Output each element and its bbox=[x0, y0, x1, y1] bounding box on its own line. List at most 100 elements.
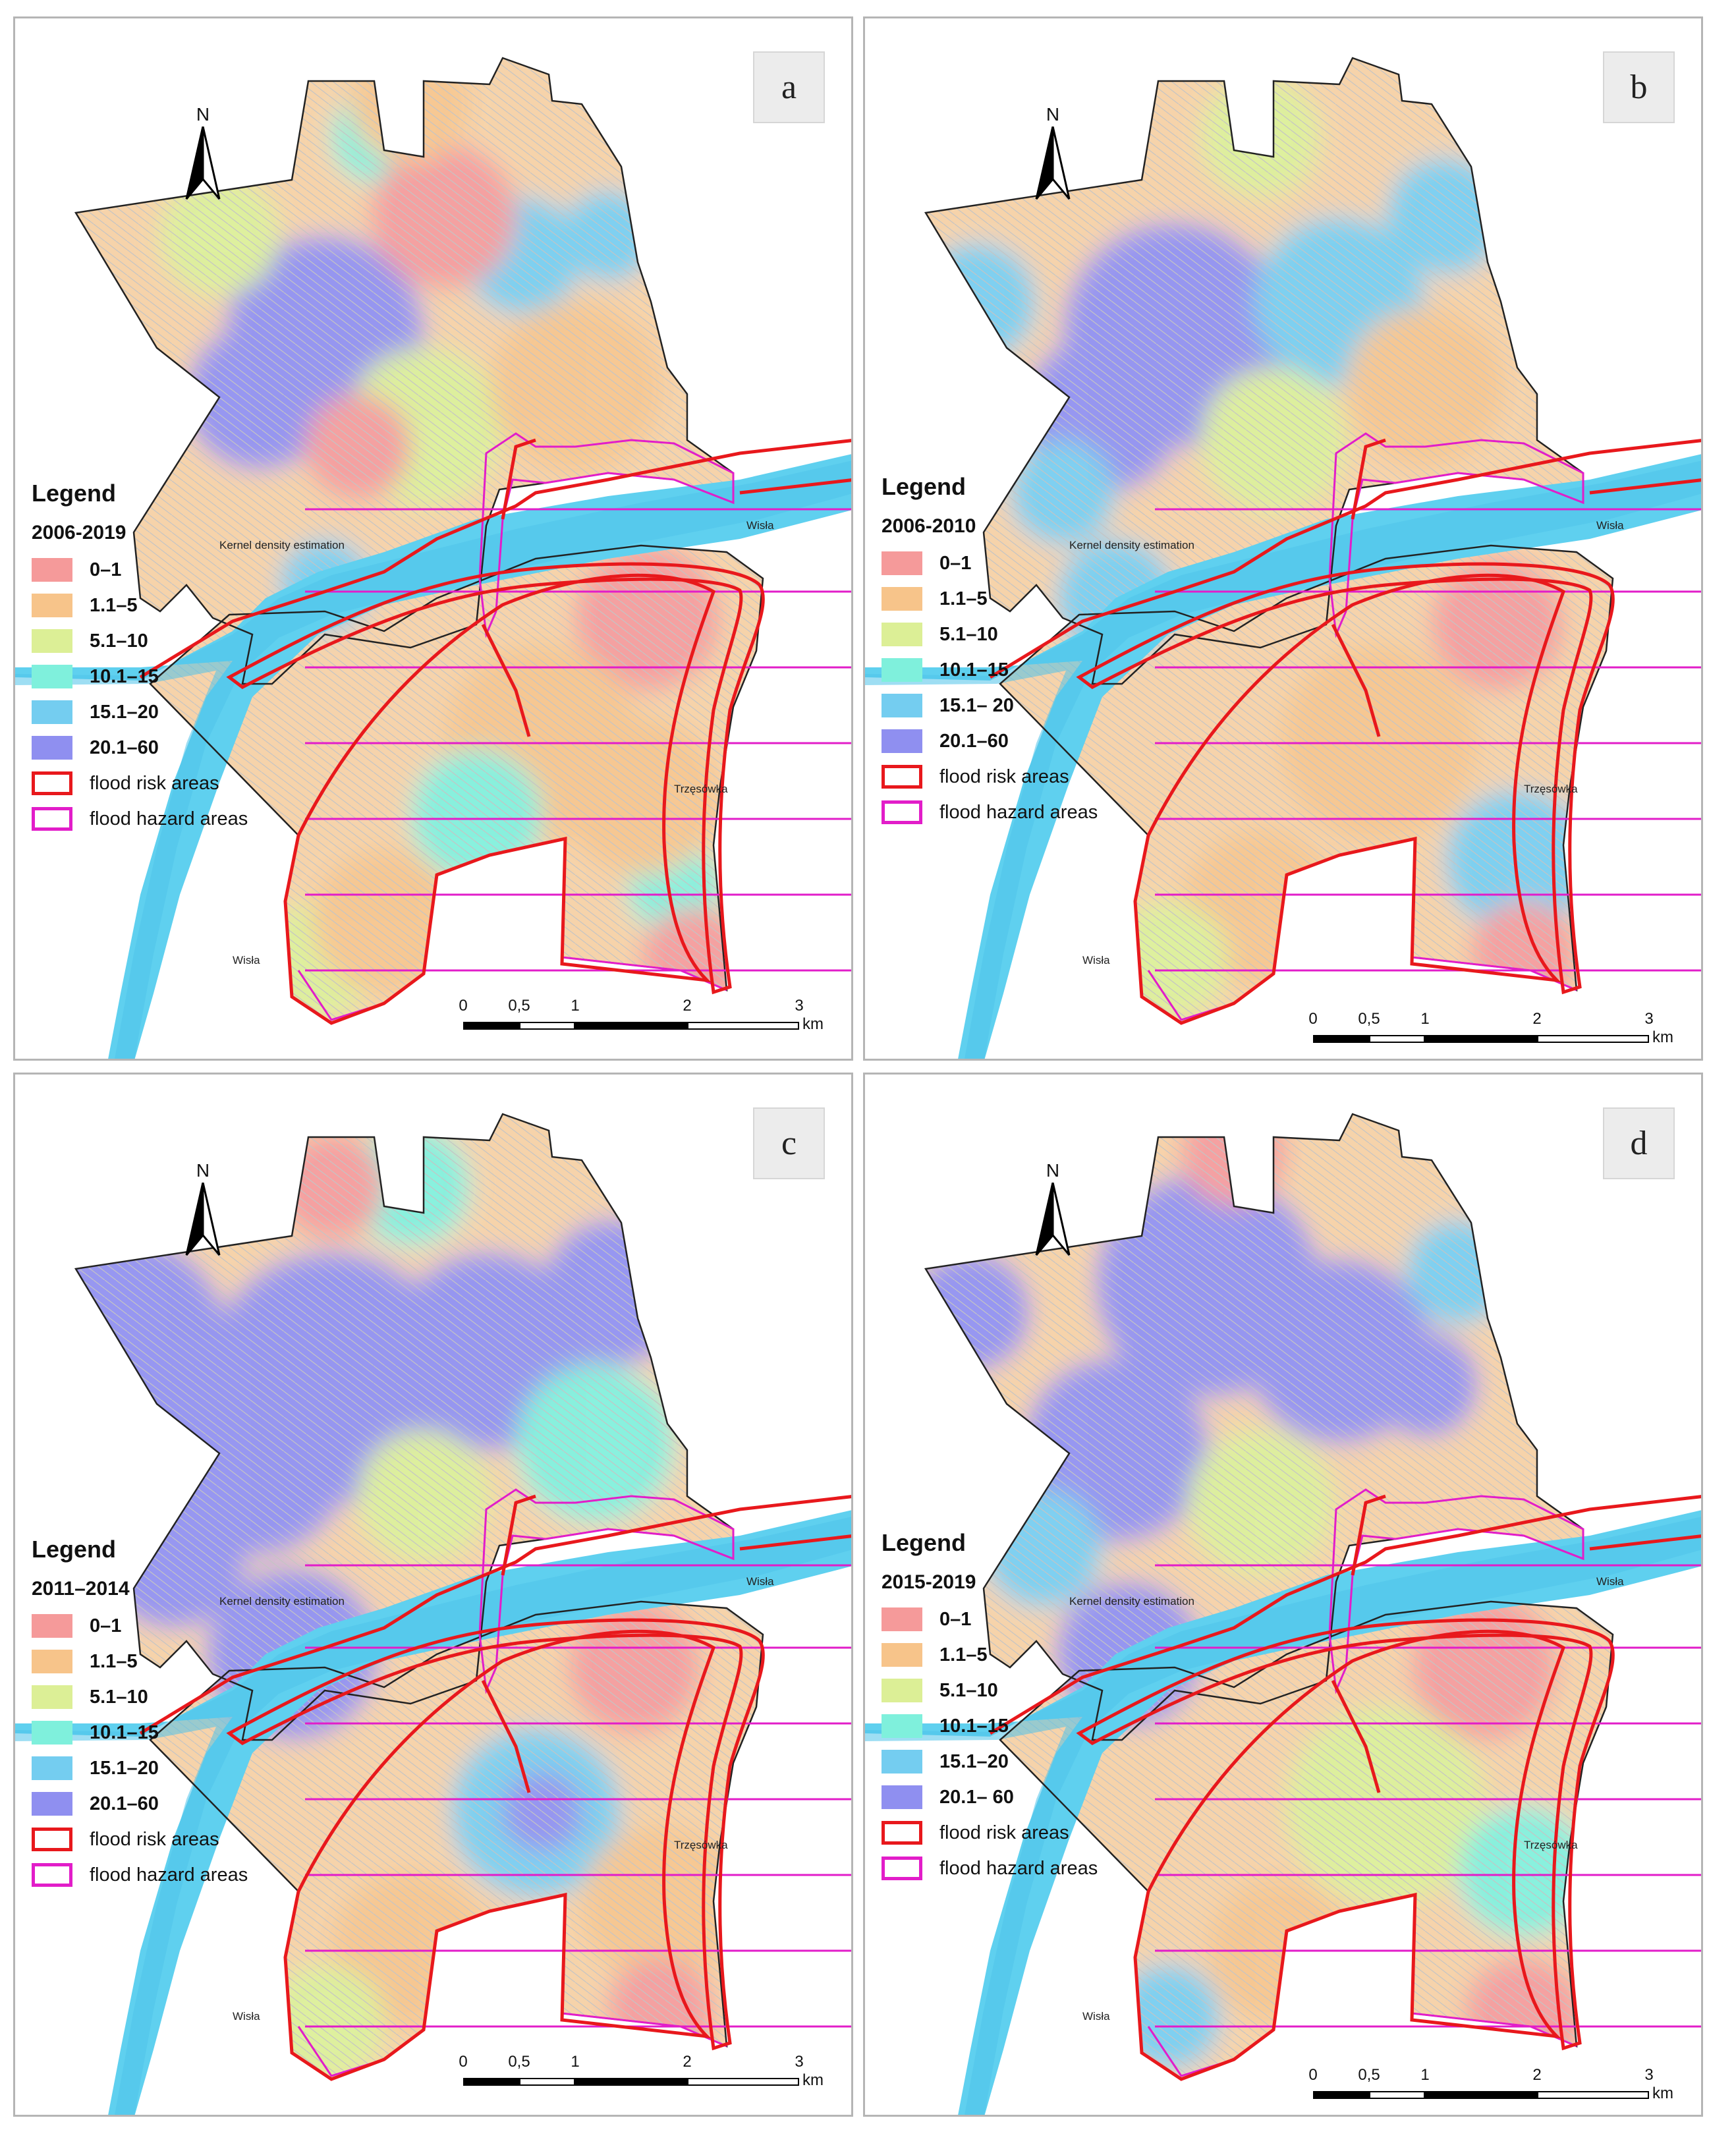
legend-item: 5.1–10 bbox=[32, 1679, 308, 1715]
legend-item: 1.1–5 bbox=[882, 581, 1158, 617]
legend: Legend 2015-2019 0–1 1.1–5 5.1–10 10.1–15 15.1… bbox=[882, 1529, 1158, 1886]
legend-item: 20.1–60 bbox=[32, 730, 308, 766]
legend-swatch bbox=[882, 1785, 922, 1809]
legend-item-flood-hazard: flood hazard areas bbox=[882, 795, 1158, 830]
flood-risk-outlines bbox=[989, 438, 1701, 1025]
legend: Legend 2006-2019 0–1 1.1–5 5.1–10 10.1–15 15.1… bbox=[32, 480, 308, 837]
legend-swatch bbox=[32, 558, 72, 582]
legend-label: 0–1 bbox=[90, 1615, 122, 1636]
legend-label: 5.1–10 bbox=[939, 623, 998, 645]
legend-label: flood hazard areas bbox=[90, 808, 248, 829]
legend-label: flood risk areas bbox=[90, 1828, 219, 1850]
legend-label: 10.1–15 bbox=[90, 1721, 159, 1743]
legend-swatch bbox=[32, 1614, 72, 1638]
legend-period: 2011–2014 bbox=[32, 1578, 130, 1600]
legend-item: 0–1 bbox=[32, 552, 308, 588]
legend-label: 15.1–20 bbox=[90, 1757, 159, 1779]
panel-letter: d bbox=[1603, 1107, 1675, 1179]
scale-segment bbox=[519, 2078, 575, 2086]
scale-segment bbox=[463, 2078, 519, 2086]
legend-label: 20.1– 60 bbox=[939, 1786, 1014, 1808]
legend-title: Legend bbox=[32, 1536, 117, 1563]
legend-swatch bbox=[32, 807, 72, 831]
legend-label: 15.1–20 bbox=[939, 1750, 1009, 1772]
legend-swatch bbox=[32, 665, 72, 688]
legend-period: 2006-2010 bbox=[882, 515, 976, 537]
legend-label: 20.1–60 bbox=[90, 1793, 159, 1814]
place-label-wisla-west: Wisła bbox=[233, 954, 260, 966]
scale-tick-label: 0,5 bbox=[508, 997, 530, 1015]
place-label-wisla-east: Wisła bbox=[746, 519, 774, 532]
legend-item-flood-risk: flood risk areas bbox=[882, 759, 1158, 795]
legend-swatch bbox=[32, 1721, 72, 1745]
scale-bar: 0 0,5 1 2 3 km bbox=[459, 2053, 832, 2106]
scale-tick-label: 0 bbox=[459, 2053, 468, 2071]
legend-swatch bbox=[32, 1650, 72, 1673]
legend-swatch bbox=[882, 1643, 922, 1667]
legend-label: 10.1–15 bbox=[90, 665, 159, 687]
scale-tick-label: 0 bbox=[1308, 2066, 1318, 2084]
scale-segment bbox=[463, 1022, 519, 1030]
scale-tick-label: 2 bbox=[683, 997, 692, 1015]
legend-item: 10.1–15 bbox=[32, 659, 308, 694]
north-arrow-icon bbox=[185, 126, 221, 200]
legend: Legend 2006-2010 0–1 1.1–5 5.1–10 10.1–15 15.1… bbox=[882, 473, 1158, 830]
place-label-trzesowka: Trzęsówka bbox=[1524, 783, 1578, 795]
legend-swatch bbox=[882, 1821, 922, 1845]
legend-item: 20.1–60 bbox=[882, 723, 1158, 759]
legend-swatch bbox=[882, 1607, 922, 1631]
scale-tick-label: 1 bbox=[1420, 2066, 1430, 2084]
place-label-kernel: Kernel density estimation bbox=[219, 539, 345, 551]
north-arrow: N bbox=[180, 1160, 226, 1259]
scale-tick-label: 3 bbox=[1644, 2066, 1654, 2084]
legend-swatch bbox=[882, 729, 922, 753]
legend-swatch bbox=[32, 1756, 72, 1780]
place-label-trzesowka: Trzęsówka bbox=[674, 783, 728, 795]
place-label-wisla-west: Wisła bbox=[233, 2010, 260, 2023]
legend-label: flood risk areas bbox=[939, 766, 1069, 787]
legend-swatch bbox=[32, 594, 72, 617]
flood-risk-outlines bbox=[139, 1494, 851, 2081]
vistula-river-channel bbox=[15, 1517, 851, 2115]
legend-item-flood-risk: flood risk areas bbox=[882, 1815, 1158, 1851]
legend-label: 20.1–60 bbox=[90, 737, 159, 758]
legend-label: 1.1–5 bbox=[939, 1644, 988, 1665]
scale-tick-label: 0 bbox=[1308, 1010, 1318, 1028]
legend-swatch bbox=[32, 629, 72, 653]
legend-item: 0–1 bbox=[32, 1608, 308, 1644]
legend-label: 1.1–5 bbox=[939, 588, 988, 609]
legend-label: 15.1–20 bbox=[90, 701, 159, 723]
legend-item: 15.1– 20 bbox=[882, 688, 1158, 723]
legend-item: 20.1–60 bbox=[32, 1786, 308, 1822]
legend-item-flood-hazard: flood hazard areas bbox=[882, 1851, 1158, 1886]
legend-label: flood hazard areas bbox=[939, 801, 1098, 823]
scale-tick-label: 2 bbox=[683, 2053, 692, 2071]
map-panel-b: b N Legend 2006-2010 0–1 1.1–5 5.1–10 10.1–15 15… bbox=[863, 16, 1703, 1061]
legend-item: 1.1–5 bbox=[32, 588, 308, 623]
flood-risk-outlines bbox=[139, 438, 851, 1025]
panel-letter: a bbox=[753, 51, 825, 123]
place-label-wisla-east: Wisła bbox=[746, 1575, 774, 1588]
legend-swatch bbox=[32, 736, 72, 760]
legend-swatch bbox=[882, 1750, 922, 1774]
legend-item: 0–1 bbox=[882, 1602, 1158, 1637]
map-panel-d: d N Legend 2015-2019 0–1 1.1–5 5.1–10 10.1–15 15… bbox=[863, 1073, 1703, 2117]
place-label-trzesowka: Trzęsówka bbox=[1524, 1839, 1578, 1851]
legend-swatch bbox=[882, 1857, 922, 1880]
legend-swatch bbox=[32, 1828, 72, 1851]
scale-segment bbox=[575, 2078, 687, 2086]
scale-tick-label: 0 bbox=[459, 997, 468, 1015]
scale-tick-label: 2 bbox=[1532, 2066, 1542, 2084]
legend-label: flood risk areas bbox=[90, 772, 219, 794]
legend-item: 5.1–10 bbox=[32, 623, 308, 659]
legend-item: 5.1–10 bbox=[882, 617, 1158, 652]
scale-tick-label: 0,5 bbox=[508, 2053, 530, 2071]
legend-label: 0–1 bbox=[939, 1608, 972, 1630]
north-arrow-icon bbox=[1035, 126, 1071, 200]
legend-label: 10.1–15 bbox=[939, 659, 1009, 681]
scale-segment bbox=[519, 1022, 575, 1030]
legend-item-flood-hazard: flood hazard areas bbox=[32, 1857, 308, 1893]
north-label: N bbox=[196, 104, 210, 125]
legend-swatch bbox=[32, 1863, 72, 1887]
scale-tick-label: 1 bbox=[571, 997, 580, 1015]
